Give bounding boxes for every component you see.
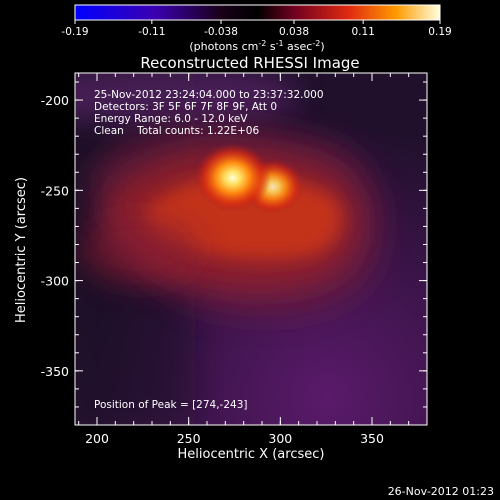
y-axis: -200 -250 -300 -350 — [41, 81, 427, 426]
y-tick-label: -350 — [41, 364, 69, 379]
colorbar-tick-label: 0.038 — [279, 26, 309, 38]
y-tick-label: -300 — [41, 274, 69, 289]
x-tick-label: 300 — [268, 431, 292, 446]
annotation-energy: Energy Range: 6.0 - 12.0 keV — [94, 113, 248, 125]
colorbar-ticks: -0.19 -0.11 -0.038 0.038 0.11 0.19 — [61, 20, 452, 38]
x-tick-label: 200 — [85, 431, 109, 446]
colorbar-tick-label: 0.19 — [428, 26, 451, 38]
timestamp: 26-Nov-2012 01:23 — [388, 485, 494, 498]
y-axis-label: Heliocentric Y (arcsec) — [14, 177, 29, 323]
annotation-detectors: Detectors: 3F 5F 6F 7F 8F 9F, Att 0 — [94, 101, 277, 113]
y-tick-label: -250 — [41, 183, 69, 198]
annotation-clean: Clean Total counts: 1.22E+06 — [94, 125, 259, 137]
x-tick-label: 350 — [360, 431, 384, 446]
colorbar: -0.19 -0.11 -0.038 0.038 0.11 0.19 (photons c… — [61, 4, 452, 53]
plot-frame — [74, 72, 428, 426]
colorbar-tick-label: -0.038 — [204, 26, 238, 38]
annotation-time-range: 25-Nov-2012 23:24:04.000 to 23:37:32.000 — [94, 89, 324, 101]
heatmap-image — [75, 73, 427, 425]
x-axis: 200 250 300 350 — [78, 73, 428, 446]
colorbar-units: (photons cm-2 s-1 asec-2) — [189, 39, 324, 53]
x-axis-label: Heliocentric X (arcsec) — [178, 447, 325, 462]
annotation-peak: Position of Peak = [274,-243] — [94, 399, 248, 411]
emission-source — [194, 143, 271, 212]
chart-title: Reconstructed RHESSI Image — [140, 54, 359, 72]
y-tick-label: -200 — [41, 93, 69, 108]
colorbar-strip — [74, 4, 441, 21]
colorbar-tick-label: 0.11 — [351, 26, 374, 38]
colorbar-tick-label: -0.19 — [61, 26, 88, 38]
colorbar-tick-label: -0.11 — [138, 26, 165, 38]
x-tick-label: 250 — [177, 431, 201, 446]
